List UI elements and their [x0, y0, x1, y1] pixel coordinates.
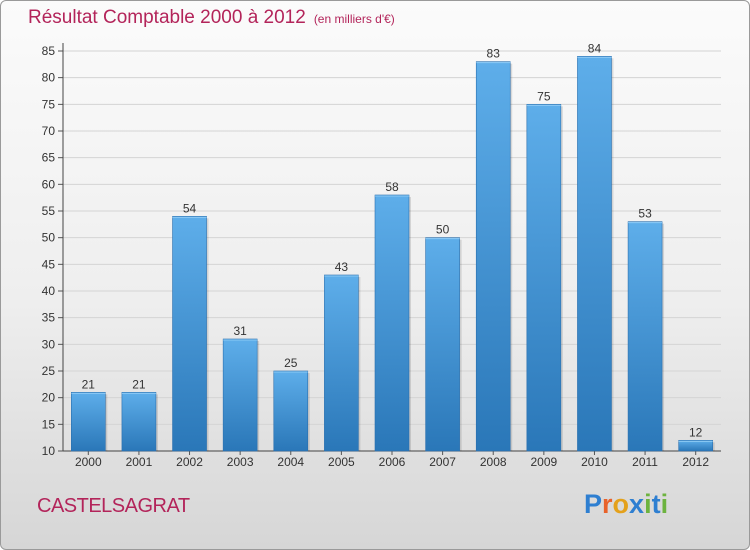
- logo-letter: P: [584, 489, 603, 519]
- logo-letter: i: [660, 489, 669, 519]
- bar: [172, 216, 207, 452]
- bar-value-label: 58: [385, 180, 399, 194]
- bar: [475, 61, 511, 452]
- bars: [71, 56, 715, 452]
- y-tick-label: 10: [42, 444, 56, 458]
- logo-letter: x: [629, 489, 645, 519]
- x-tick-label: 2009: [530, 455, 557, 469]
- x-tick-label: 2005: [328, 455, 355, 469]
- bar-value-label: 84: [588, 41, 602, 55]
- logo-letter: r: [602, 489, 613, 519]
- bar-value-label: 53: [638, 207, 652, 221]
- bar: [71, 392, 106, 452]
- bar-value-label: 12: [689, 425, 703, 439]
- x-tick-label: 2007: [429, 455, 456, 469]
- bar-value-label: 75: [537, 89, 551, 103]
- logo-letter: t: [651, 489, 661, 519]
- chart-title: Résultat Comptable 2000 à 2012: [28, 7, 306, 28]
- bar: [374, 194, 410, 452]
- y-tick-label: 80: [42, 71, 56, 85]
- chart-subtitle: (en milliers d'€): [313, 12, 395, 26]
- logo-letter: i: [644, 489, 652, 519]
- logo-letter: o: [612, 489, 630, 519]
- y-tick-label: 35: [42, 311, 56, 325]
- y-tick-label: 20: [42, 391, 56, 405]
- bar-value-label: 43: [335, 260, 349, 274]
- x-tick-label: 2004: [277, 455, 304, 469]
- title-row: Résultat Comptable 2000 à 2012 (en millie…: [28, 7, 395, 29]
- bar: [627, 221, 663, 452]
- proxiti-logo: Proxiti: [584, 489, 668, 520]
- bar: [222, 338, 258, 452]
- x-tick-label: 2006: [379, 455, 406, 469]
- x-tick-label: 2008: [480, 455, 507, 469]
- bar-value-label: 21: [132, 377, 146, 391]
- bar-value-label: 83: [487, 47, 501, 61]
- labels: 21 2000 21 2001 54 2002 31 2003 25 2004 43 2005 58 20…: [75, 41, 709, 469]
- bar-value-label: 50: [436, 223, 450, 237]
- bar-value-label: 25: [284, 356, 298, 370]
- y-tick-label: 70: [42, 124, 56, 138]
- y-tick-label: 40: [42, 284, 56, 298]
- bar-value-label: 21: [82, 377, 96, 391]
- x-tick-label: 2011: [632, 455, 658, 469]
- bar: [678, 440, 713, 452]
- x-tick-label: 2010: [581, 455, 608, 469]
- bar: [324, 274, 359, 452]
- town-name: CASTELSAGRAT: [37, 495, 190, 517]
- x-tick-label: 2000: [75, 455, 102, 469]
- bar: [526, 104, 562, 452]
- bar-value-label: 31: [233, 324, 247, 338]
- bar-value-label: 54: [183, 201, 197, 215]
- y-tick-label: 45: [42, 257, 56, 271]
- y-tick-label: 50: [42, 231, 56, 245]
- bar: [577, 56, 612, 452]
- bar: [425, 237, 460, 452]
- y-tick-label: 55: [42, 204, 56, 218]
- y-tick-label: 25: [42, 364, 56, 378]
- x-tick-label: 2002: [176, 455, 203, 469]
- y-tick-label: 75: [42, 97, 56, 111]
- y-tick-label: 30: [42, 337, 56, 351]
- y-tick-label: 65: [42, 151, 56, 165]
- x-tick-label: 2003: [227, 455, 254, 469]
- y-tick-label: 60: [42, 177, 56, 191]
- y-tick-label: 15: [42, 417, 56, 431]
- y-tick-label: 85: [42, 44, 56, 58]
- x-tick-label: 2001: [126, 455, 153, 469]
- axes: 10 15 20 25 30 35 40 45 50 55 60 65 70 75 80 85: [42, 43, 721, 458]
- x-tick-label: 2012: [682, 455, 709, 469]
- bar: [121, 392, 157, 452]
- bar: [273, 370, 309, 452]
